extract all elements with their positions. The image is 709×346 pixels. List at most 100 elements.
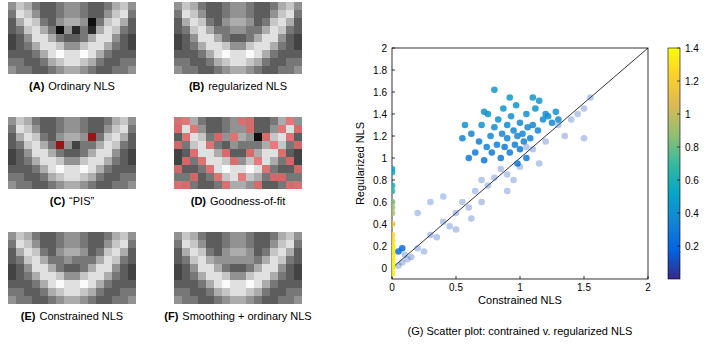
- pixel: [190, 181, 198, 189]
- pixel: [112, 240, 120, 248]
- pixel: [120, 34, 128, 42]
- pixel: [174, 248, 182, 256]
- pixel: [190, 173, 198, 181]
- pixel: [182, 125, 190, 133]
- pixel: [40, 296, 48, 304]
- pixel: [182, 34, 190, 42]
- pixel: [16, 141, 24, 149]
- pixel: [206, 232, 214, 240]
- scatter-point: [491, 175, 498, 182]
- pixel: [64, 125, 72, 133]
- pixel: [64, 181, 72, 189]
- pixel: [48, 117, 56, 125]
- pixel: [246, 248, 254, 256]
- flagged-pixel: [190, 149, 198, 157]
- pixel: [214, 26, 222, 34]
- pixel: [246, 117, 254, 125]
- pixel: [40, 149, 48, 157]
- pixel: [128, 117, 136, 125]
- scatter-point: [459, 199, 466, 206]
- pixel: [40, 50, 48, 58]
- pixel: [88, 181, 96, 189]
- pixel: [222, 18, 230, 26]
- pixel: [16, 10, 24, 18]
- pixel: [262, 240, 270, 248]
- pixel: [174, 165, 182, 173]
- pixel: [32, 50, 40, 58]
- pixel: [40, 280, 48, 288]
- pixel: [24, 157, 32, 165]
- pixel: [246, 264, 254, 272]
- pixel: [16, 58, 24, 66]
- pixel: [214, 149, 222, 157]
- pixel: [32, 288, 40, 296]
- pixel: [56, 10, 64, 18]
- pixel: [278, 248, 286, 256]
- pixel: [294, 173, 302, 181]
- pixel: [24, 264, 32, 272]
- pixel: [72, 256, 80, 264]
- pixel: [254, 296, 262, 304]
- pixel: [120, 58, 128, 66]
- pixel: [16, 157, 24, 165]
- pixel: [56, 232, 64, 240]
- pixel: [286, 141, 294, 149]
- pixel: [190, 133, 198, 141]
- pixel: [230, 2, 238, 10]
- scatter-point: [495, 116, 502, 123]
- pixel: [190, 10, 198, 18]
- pixel: [222, 272, 230, 280]
- pixel: [48, 149, 56, 157]
- pixel: [120, 18, 128, 26]
- pixel: [278, 181, 286, 189]
- pixel: [48, 58, 56, 66]
- pixel: [112, 58, 120, 66]
- pixel: [104, 26, 112, 34]
- pixel: [104, 149, 112, 157]
- pixel: [230, 272, 238, 280]
- pixel: [48, 26, 56, 34]
- pixel: [246, 288, 254, 296]
- pixel: [174, 125, 182, 133]
- pixel: [182, 18, 190, 26]
- pixel: [286, 58, 294, 66]
- pixel: [72, 2, 80, 10]
- panel-text: regularized NLS: [208, 80, 287, 92]
- pixel: [286, 232, 294, 240]
- pixel: [64, 149, 72, 157]
- pixel: [214, 50, 222, 58]
- pixel: [112, 125, 120, 133]
- pixel: [80, 280, 88, 288]
- scatter-point: [574, 111, 581, 118]
- scatter-point: [453, 210, 460, 217]
- pixel: [80, 149, 88, 157]
- pixel: [198, 272, 206, 280]
- pixel: [286, 10, 294, 18]
- scatter-point: [404, 256, 411, 263]
- pixel: [32, 165, 40, 173]
- pixel: [294, 248, 302, 256]
- pixel: [286, 296, 294, 304]
- chart-title: (G) Scatter plot: contrained v. regulari…: [408, 325, 633, 337]
- pixel: [254, 165, 262, 173]
- pixel: [278, 173, 286, 181]
- pixel: [8, 26, 16, 34]
- pixel: [40, 248, 48, 256]
- pixel: [16, 240, 24, 248]
- pixel: [198, 149, 206, 157]
- pixel: [190, 141, 198, 149]
- pixel: [128, 50, 136, 58]
- pixel: [262, 10, 270, 18]
- pixel: [190, 50, 198, 58]
- pixel: [88, 2, 96, 10]
- pixel: [294, 34, 302, 42]
- pixel: [222, 125, 230, 133]
- pixel: [206, 173, 214, 181]
- pixel: [104, 157, 112, 165]
- pixel: [206, 272, 214, 280]
- scatter-point: [523, 155, 530, 162]
- pixel: [182, 2, 190, 10]
- pixel: [40, 232, 48, 240]
- pixel: [174, 66, 182, 74]
- colorbar-tick-label: 0.6: [685, 175, 699, 186]
